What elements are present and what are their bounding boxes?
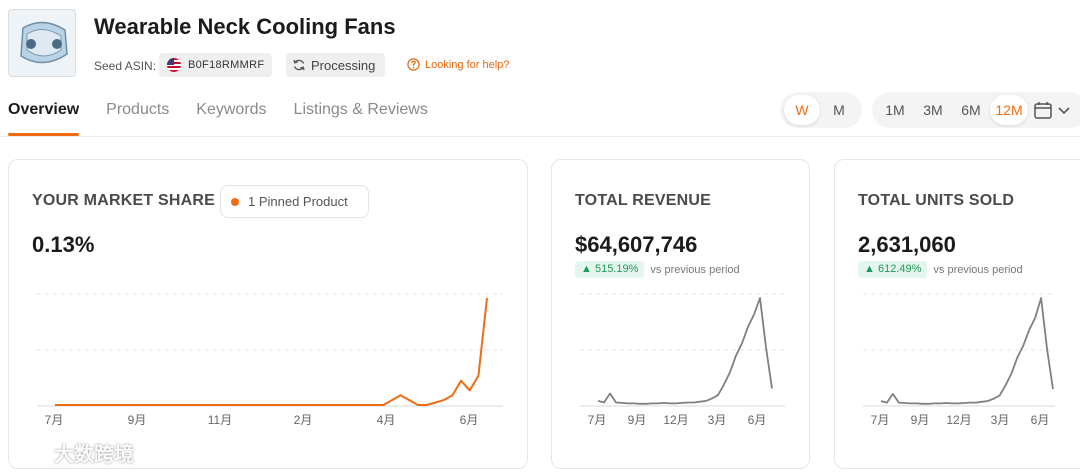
- x-tick-label: 12月: [946, 413, 971, 427]
- x-tick-label: 3月: [991, 413, 1010, 427]
- calendar-icon[interactable]: [1032, 99, 1054, 121]
- revenue-change-badge: ▲ 515.19%: [575, 261, 645, 278]
- units-change: ▲ 612.49% vs previous period: [858, 261, 1023, 278]
- x-tick-label: 7月: [588, 413, 607, 427]
- granularity-week[interactable]: W: [784, 95, 820, 125]
- x-tick-label: 9月: [628, 413, 647, 427]
- range-3m[interactable]: 3M: [923, 102, 943, 118]
- range-6m[interactable]: 6M: [961, 102, 981, 118]
- watermark-text: 大数跨境: [54, 444, 134, 466]
- x-tick-label: 7月: [871, 413, 890, 427]
- units-change-note: vs previous period: [933, 263, 1023, 276]
- x-tick-label: 6月: [460, 413, 479, 427]
- seed-asin-badge[interactable]: B0F18RMMRF: [159, 53, 272, 77]
- us-flag-icon: [167, 58, 181, 72]
- series-line: [55, 297, 488, 406]
- units-chart: 7月 9月 12月 3月 6月: [863, 293, 1055, 427]
- help-link-label: Looking for help?: [425, 58, 510, 71]
- units-change-percent: 612.49%: [877, 263, 922, 275]
- market-share-value: 0.13%: [32, 232, 95, 257]
- x-tick-label: 3月: [708, 413, 727, 427]
- total-revenue-card: TOTAL REVENUE $64,607,746 ▲ 515.19% vs p…: [551, 159, 810, 469]
- tab-listings-reviews[interactable]: Listings & Reviews: [293, 101, 428, 118]
- pinned-dot-icon: [231, 197, 239, 206]
- product-thumbnail: [8, 9, 76, 77]
- total-revenue-value: $64,607,746: [575, 232, 698, 257]
- main-tabs: Overview Products Keywords Listings & Re…: [8, 100, 455, 136]
- granularity-toggle: W M: [780, 92, 862, 128]
- refresh-icon: [293, 59, 305, 71]
- range-1m[interactable]: 1M: [885, 102, 905, 118]
- revenue-change-percent: 515.19%: [594, 263, 639, 275]
- pinned-product-label: 1 Pinned Product: [248, 194, 348, 209]
- seed-asin-value: B0F18RMMRF: [188, 59, 265, 71]
- x-tick-label: 6月: [1031, 413, 1050, 427]
- units-change-badge: ▲ 612.49%: [858, 261, 928, 278]
- tab-divider: [0, 136, 1080, 137]
- page-title: Wearable Neck Cooling Fans: [94, 14, 396, 39]
- revenue-change-note: vs previous period: [650, 263, 740, 276]
- tab-overview[interactable]: Overview: [8, 100, 80, 136]
- x-tick-label: 4月: [377, 413, 396, 427]
- x-tick-label: 9月: [128, 413, 147, 427]
- total-revenue-title: TOTAL REVENUE: [575, 192, 711, 209]
- seed-asin-label: Seed ASIN:: [94, 59, 157, 73]
- x-tick-label: 9月: [911, 413, 930, 427]
- processing-label: Processing: [311, 57, 376, 73]
- granularity-month[interactable]: M: [833, 102, 845, 118]
- total-units-card: TOTAL UNITS SOLD 2,631,060 ▲ 612.49% vs …: [834, 159, 1080, 469]
- chevron-down-icon[interactable]: [1056, 102, 1072, 118]
- x-tick-label: 12月: [663, 413, 688, 427]
- series-line: [597, 297, 773, 405]
- total-units-value: 2,631,060: [858, 232, 956, 257]
- x-tick-label: 7月: [45, 413, 64, 427]
- question-circle-icon: [407, 58, 420, 71]
- revenue-chart: 7月 9月 12月 3月 6月: [580, 293, 785, 427]
- tab-products[interactable]: Products: [106, 101, 170, 118]
- pinned-product-badge[interactable]: 1 Pinned Product: [220, 185, 369, 218]
- tab-keywords[interactable]: Keywords: [196, 101, 267, 118]
- time-range-selector: 1M 3M 6M 12M: [872, 92, 1080, 128]
- neck-fan-image: [9, 10, 75, 76]
- total-units-title: TOTAL UNITS SOLD: [858, 192, 1015, 209]
- help-link[interactable]: Looking for help?: [407, 58, 509, 71]
- market-share-card: YOUR MARKET SHARE 1 Pinned Product 0.13%…: [8, 159, 528, 469]
- series-line: [880, 297, 1054, 405]
- watermark-logo-icon: [12, 443, 43, 462]
- processing-status: Processing: [286, 53, 385, 77]
- watermark: 大数跨境: [10, 438, 134, 467]
- range-12m[interactable]: 12M: [990, 95, 1028, 125]
- x-tick-label: 6月: [748, 413, 767, 427]
- revenue-change: ▲ 515.19% vs previous period: [575, 261, 740, 278]
- x-tick-label: 2月: [294, 413, 313, 427]
- market-share-title: YOUR MARKET SHARE: [32, 192, 215, 209]
- market-share-chart: 7月 9月 11月 2月 4月 6月: [37, 293, 503, 427]
- x-tick-label: 11月: [208, 413, 232, 427]
